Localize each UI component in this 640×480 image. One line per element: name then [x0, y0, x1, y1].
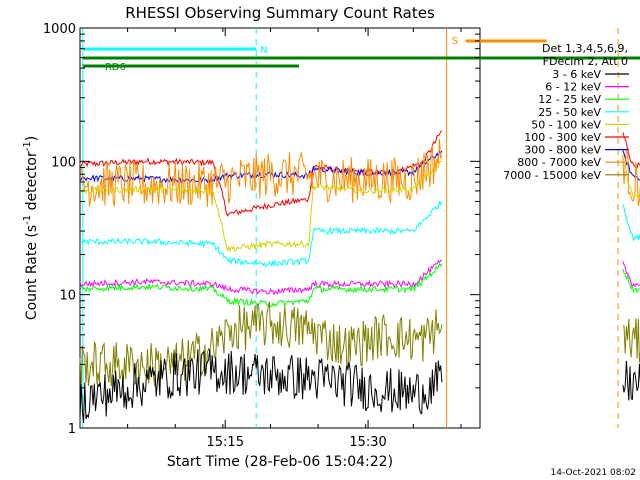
y-tick-label: 1000	[43, 22, 76, 37]
y-tick-label: 1	[68, 422, 76, 437]
series-line	[79, 301, 443, 387]
x-tick-label: 15:15	[207, 435, 244, 450]
series-line	[79, 160, 443, 254]
axis-ticks: 15:15 15:30 1 10 100 1000	[43, 22, 480, 450]
legend-header: Det 1,3,4,5,6,9,	[542, 42, 628, 55]
state-bars: NSRD0RD6	[82, 36, 640, 73]
legend-label: 3 - 6 keV	[552, 68, 601, 81]
series-lines	[79, 130, 640, 423]
state-bar-label: RD6	[105, 62, 126, 73]
legend-label: 100 - 300 keV	[524, 131, 601, 144]
legend-label: 800 - 7000 keV	[517, 156, 601, 169]
series-line	[79, 259, 443, 296]
legend-label: 50 - 100 keV	[531, 118, 601, 131]
time-markers	[82, 28, 619, 428]
legend: Det 1,3,4,5,6,9,FDecim 2, Att 03 - 6 keV…	[503, 42, 629, 182]
y-axis-label: Count Rate (s-1 detector-1)	[22, 136, 40, 320]
x-tick-label: 15:30	[349, 435, 386, 450]
legend-label: 25 - 50 keV	[538, 106, 601, 119]
y-tick-label: 10	[59, 289, 76, 304]
legend-label: 300 - 800 keV	[524, 144, 601, 157]
legend-header: FDecim 2, Att 0	[543, 55, 628, 68]
series-line	[79, 349, 443, 423]
state-bar-label: S	[452, 36, 458, 47]
state-bar-label: N	[260, 45, 267, 56]
series-line	[79, 262, 443, 308]
y-tick-label: 100	[51, 155, 76, 170]
chart-title: RHESSI Observing Summary Count Rates	[125, 4, 435, 22]
series-line	[79, 130, 443, 217]
series-line	[79, 200, 443, 268]
x-axis-label: Start Time (28-Feb-06 15:04:22)	[167, 454, 393, 470]
legend-label: 6 - 12 keV	[545, 81, 601, 94]
plot-frame	[79, 27, 481, 429]
legend-label: 12 - 25 keV	[538, 93, 601, 106]
legend-label: 7000 - 15000 keV	[503, 169, 601, 182]
footer-timestamp: 14-Oct-2021 08:02	[551, 468, 636, 478]
